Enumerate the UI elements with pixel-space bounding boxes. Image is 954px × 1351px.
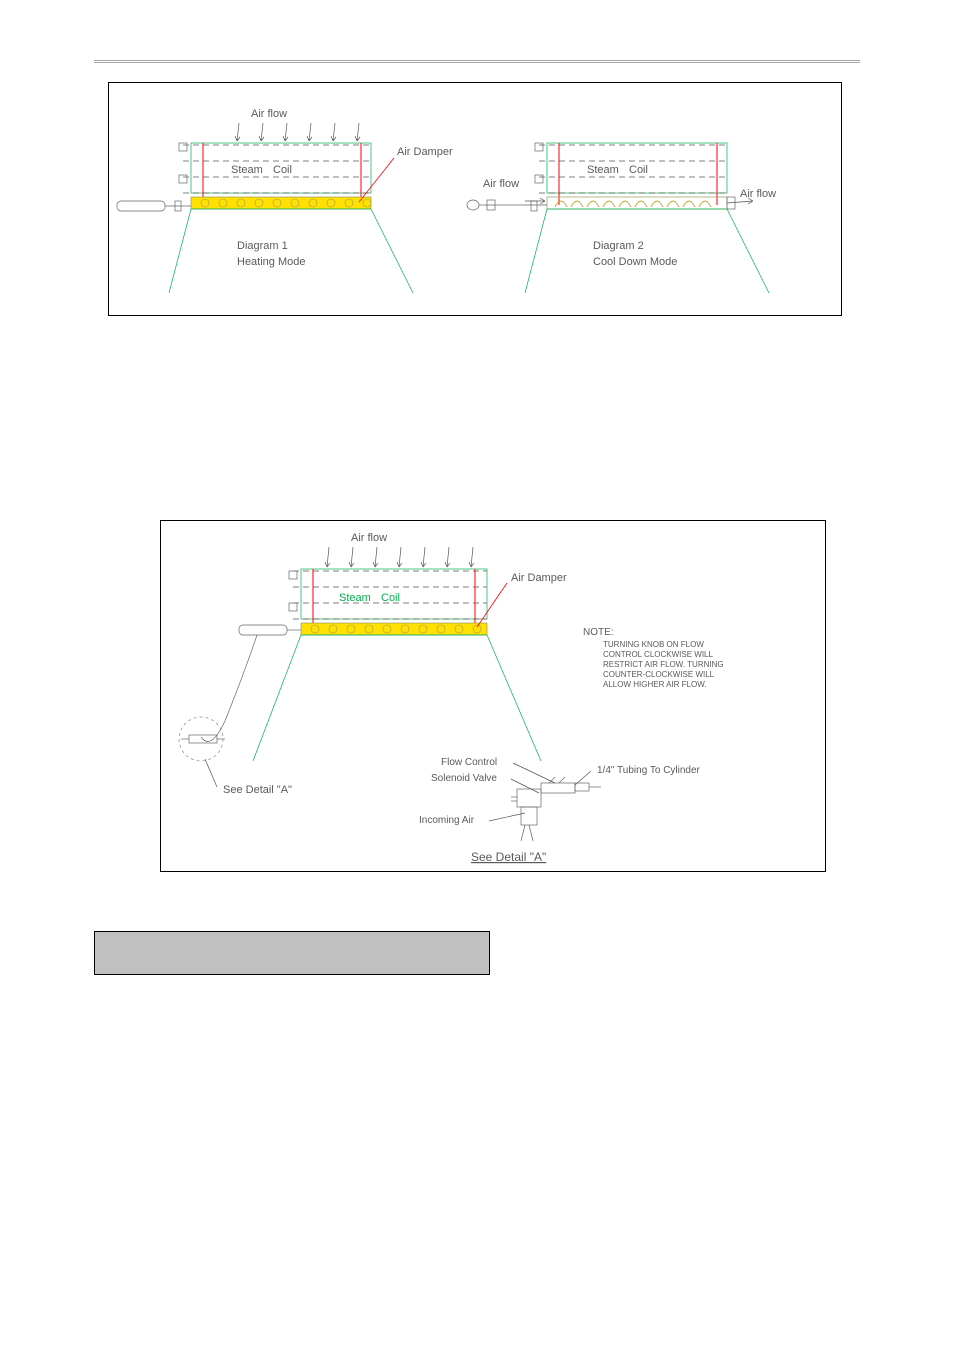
steam-coil2-b: Coil bbox=[381, 592, 400, 604]
solenoid-label: Solenoid Valve bbox=[431, 773, 497, 784]
diagram2-a: Diagram 2 bbox=[593, 240, 644, 252]
steam-coil-right-b: Coil bbox=[629, 164, 648, 176]
air-damper2-label: Air Damper bbox=[511, 572, 567, 584]
airflow-top-left-label: Air flow bbox=[251, 108, 287, 120]
airflow-mid-label: Air flow bbox=[483, 178, 519, 190]
rule-top bbox=[94, 60, 860, 61]
note-l5: ALLOW HIGHER AIR FLOW. bbox=[603, 680, 707, 689]
diagram2-b: Cool Down Mode bbox=[593, 256, 677, 268]
air-damper-left-label: Air Damper bbox=[397, 146, 453, 158]
diagram1-a: Diagram 1 bbox=[237, 240, 288, 252]
note-l1: TURNING KNOB ON FLOW bbox=[603, 640, 704, 649]
see-detail-a-bottom: See Detail "A" bbox=[471, 850, 546, 864]
figure-2-svg: Air flow Steam Coil bbox=[161, 521, 827, 873]
steam-coil2-a: Steam bbox=[339, 592, 371, 604]
see-detail-a-left: See Detail "A" bbox=[223, 784, 292, 796]
airflow-right-label: Air flow bbox=[740, 188, 776, 200]
note-l2: CONTROL CLOCKWISE WILL bbox=[603, 650, 713, 659]
incoming-label: Incoming Air bbox=[419, 815, 475, 826]
figure-2: Air flow Steam Coil bbox=[160, 520, 826, 872]
section-header-bar bbox=[94, 931, 490, 975]
figure-1: Air flow Steam Coil Air Damper Diagram 1… bbox=[108, 82, 842, 316]
steam-coil-right-a: Steam bbox=[587, 164, 619, 176]
figure-1-svg: Air flow Steam Coil Air Damper Diagram 1… bbox=[109, 83, 843, 317]
steam-coil-left-b: Coil bbox=[273, 164, 292, 176]
rule-top2 bbox=[94, 62, 860, 63]
tubing-label: 1/4" Tubing To Cylinder bbox=[597, 765, 701, 776]
steam-coil-left-a: Steam bbox=[231, 164, 263, 176]
page: Air flow Steam Coil Air Damper Diagram 1… bbox=[0, 0, 954, 1351]
note-l3: RESTRICT AIR FLOW. TURNING bbox=[603, 660, 724, 669]
diagram1-b: Heating Mode bbox=[237, 256, 306, 268]
flow-control-label: Flow Control bbox=[441, 757, 497, 768]
note-l4: COUNTER-CLOCKWISE WILL bbox=[603, 670, 715, 679]
note-head: NOTE: bbox=[583, 627, 614, 638]
airflow-top-label: Air flow bbox=[351, 532, 387, 544]
